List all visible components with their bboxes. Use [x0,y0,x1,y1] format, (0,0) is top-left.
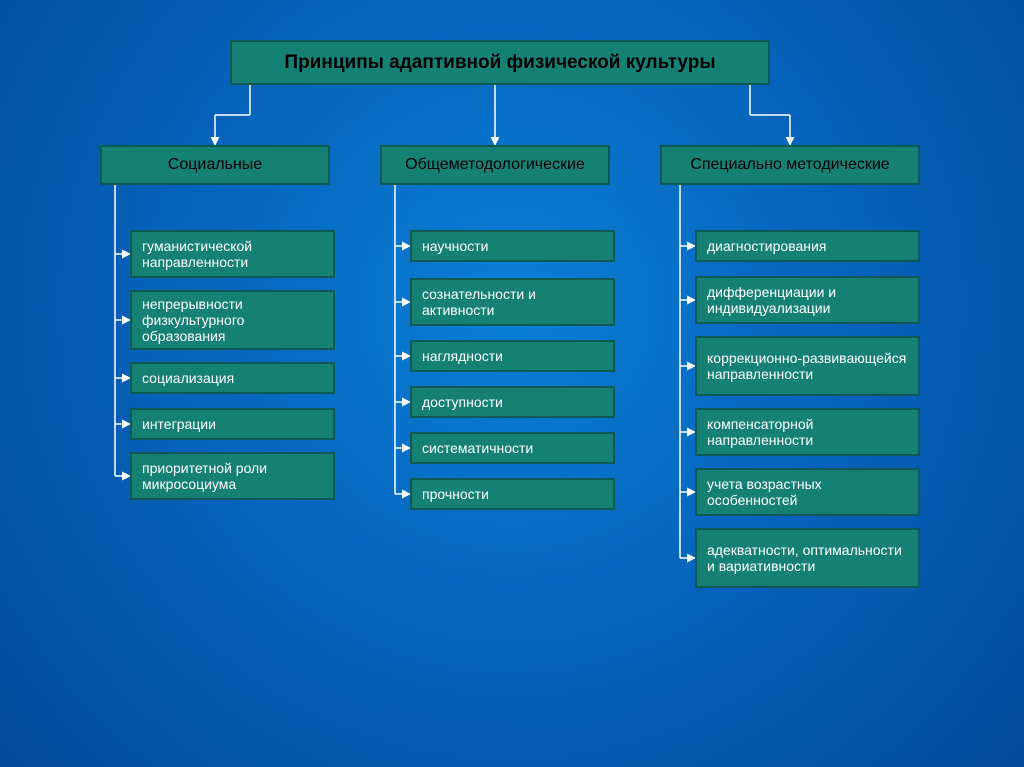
item-spec-1: дифференциации и индивидуализации [695,276,920,324]
item-spec-2: коррекционно-развивающейся направленност… [695,336,920,396]
item-spec-0: диагностирования [695,230,920,262]
item-spec-4: учета возрастных особенностей [695,468,920,516]
item-method-4: систематичности [410,432,615,464]
item-method-2-label: наглядности [422,348,503,364]
item-method-4-label: систематичности [422,440,533,456]
item-social-4-label: приоритетной роли микросоциума [142,460,323,492]
item-method-3-label: доступности [422,394,503,410]
slide: Принципы адаптивной физической культуры С… [0,0,1024,767]
item-social-4: приоритетной роли микросоциума [130,452,335,500]
category-social-label: Социальные [168,156,262,174]
item-social-2-label: социализация [142,370,234,386]
item-spec-2-label: коррекционно-развивающейся направленност… [707,350,908,382]
item-spec-3-label: компенсаторной направленности [707,416,908,448]
item-social-3: интеграции [130,408,335,440]
item-social-1-label: непрерывности физкультурного образования [142,296,323,344]
category-spec-label: Специально методические [690,156,889,174]
root-title-label: Принципы адаптивной физической культуры [284,52,715,74]
item-method-1: сознательности и активности [410,278,615,326]
item-spec-5: адекватности, оптимальности и вариативно… [695,528,920,588]
item-spec-3: компенсаторной направленности [695,408,920,456]
category-method: Общеметодологические [380,145,610,185]
root-title: Принципы адаптивной физической культуры [230,40,770,85]
item-spec-0-label: диагностирования [707,238,826,254]
item-spec-5-label: адекватности, оптимальности и вариативно… [707,542,908,574]
category-method-label: Общеметодологические [405,156,585,174]
item-social-0: гуманистической направленности [130,230,335,278]
item-spec-1-label: дифференциации и индивидуализации [707,284,908,316]
category-social: Социальные [100,145,330,185]
item-method-5: прочности [410,478,615,510]
item-social-3-label: интеграции [142,416,216,432]
item-method-2: наглядности [410,340,615,372]
item-method-0: научности [410,230,615,262]
item-social-0-label: гуманистической направленности [142,238,323,270]
item-method-1-label: сознательности и активности [422,286,603,318]
item-social-1: непрерывности физкультурного образования [130,290,335,350]
item-method-3: доступности [410,386,615,418]
item-social-2: социализация [130,362,335,394]
item-method-5-label: прочности [422,486,489,502]
category-spec: Специально методические [660,145,920,185]
item-method-0-label: научности [422,238,488,254]
item-spec-4-label: учета возрастных особенностей [707,476,908,508]
